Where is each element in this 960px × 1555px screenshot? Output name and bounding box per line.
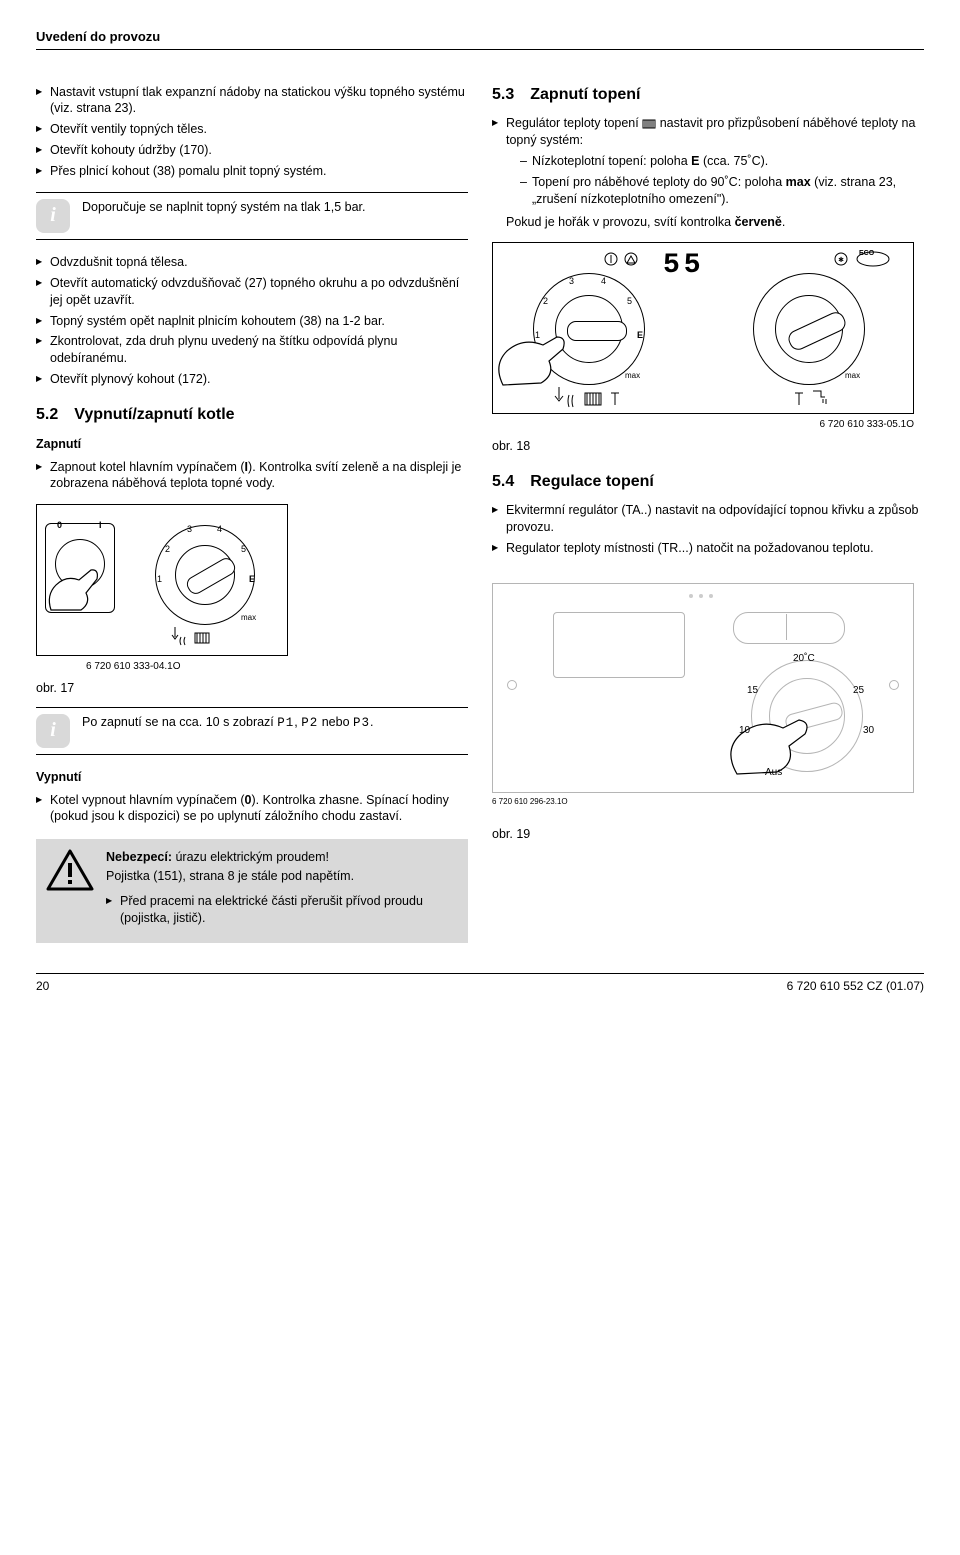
figure-caption: obr. 19 bbox=[492, 826, 924, 843]
section-5-4-heading: 5.4 Regulace topení bbox=[492, 471, 924, 493]
warning-body: Pojistka (151), strana 8 je stále pod na… bbox=[106, 868, 456, 885]
section-number: 5.2 bbox=[36, 406, 58, 423]
switch-0-label: 0 bbox=[57, 519, 62, 531]
right-column: 5.3 Zapnutí topení Regulátor teploty tope… bbox=[492, 84, 924, 943]
bullet: Před pracemi na elektrické části přeruši… bbox=[106, 893, 456, 927]
bullet: Ekvitermní regulátor (TA..) nastavit na … bbox=[492, 502, 924, 536]
warning-box: Nebezpecí: úrazu elektrickým proudem! Po… bbox=[36, 839, 468, 943]
info-text: Po zapnutí se na cca. 10 s zobrazí P1, P… bbox=[82, 714, 374, 732]
hand-icon bbox=[41, 555, 111, 625]
figure-caption: obr. 17 bbox=[36, 680, 468, 697]
tap-icons bbox=[793, 387, 833, 409]
page-number: 20 bbox=[36, 978, 49, 994]
bullet: Otevřít kohouty údržby (170). bbox=[36, 142, 468, 159]
bullet: Zapnout kotel hlavním vypínačem (I). Kon… bbox=[36, 459, 468, 493]
warning-title: Nebezpecí: bbox=[106, 850, 172, 864]
section-title: Zapnutí topení bbox=[530, 86, 640, 103]
display-value: 55 bbox=[663, 247, 705, 285]
section-title: Vypnutí/zapnutí kotle bbox=[74, 406, 234, 423]
bullet: Otevřít plynový kohout (172). bbox=[36, 371, 468, 388]
section-5-2-heading: 5.2 Vypnutí/zapnutí kotle bbox=[36, 404, 468, 426]
warning-icon bbox=[46, 849, 94, 931]
section-number: 5.3 bbox=[492, 86, 514, 103]
figure-caption: obr. 18 bbox=[492, 438, 924, 455]
info-box: i Doporučuje se naplnit topný systém na … bbox=[36, 192, 468, 240]
figure-18: 55 ✱ ECO 1 2 3 4 5 E max bbox=[492, 242, 924, 432]
info-text: Doporučuje se naplnit topný systém na tl… bbox=[82, 199, 366, 216]
section-number: 5.4 bbox=[492, 473, 514, 490]
chapter-title: Uvedení do provozu bbox=[36, 28, 924, 50]
section-title: Regulace topení bbox=[530, 473, 654, 490]
figure-ref: 6 720 610 296-23.1O bbox=[492, 797, 924, 808]
figure-19: 15 20˚C 25 10 30 Aus 6 720 610 296-23.1O bbox=[492, 583, 924, 808]
bullet: Otevřít automatický odvzdušňovač (27) to… bbox=[36, 275, 468, 309]
page-footer: 20 6 720 610 552 CZ (01.07) bbox=[36, 973, 924, 994]
bullet: Regulátor teploty topení nastavit pro př… bbox=[492, 115, 924, 230]
bullet: Topný systém opět naplnit plnicím kohout… bbox=[36, 313, 468, 330]
bullet: Kotel vypnout hlavním vypínačem (0). Kon… bbox=[36, 792, 468, 826]
dash-item: Topení pro náběhové teploty do 90˚C: pol… bbox=[520, 174, 924, 208]
bullet: Nastavit vstupní tlak expanzní nádoby na… bbox=[36, 84, 468, 118]
bullet: Zkontrolovat, zda druh plynu uvedený na … bbox=[36, 333, 468, 367]
figure-17: 0 I 1 2 3 4 5 E max bbox=[36, 504, 468, 674]
bullet: Přes plnicí kohout (38) pomalu plnit top… bbox=[36, 163, 468, 180]
switch-I-label: I bbox=[99, 519, 102, 531]
info-icon: i bbox=[36, 714, 70, 748]
left-column: Nastavit vstupní tlak expanzní nádoby na… bbox=[36, 84, 468, 943]
section-5-3-heading: 5.3 Zapnutí topení bbox=[492, 84, 924, 106]
figure-ref: 6 720 610 333-05.1O bbox=[492, 418, 924, 432]
dash-item: Nízkoteplotní topení: poloha E (cca. 75˚… bbox=[520, 153, 924, 170]
status-icons bbox=[603, 251, 653, 267]
heating-icons bbox=[169, 627, 239, 647]
bullet: Otevřít ventily topných těles. bbox=[36, 121, 468, 138]
radiator-icon bbox=[642, 117, 656, 129]
bullet: Odvzdušnit topná tělesa. bbox=[36, 254, 468, 271]
info-icon: i bbox=[36, 199, 70, 233]
doc-id: 6 720 610 552 CZ (01.07) bbox=[787, 978, 924, 994]
info-box: i Po zapnutí se na cca. 10 s zobrazí P1,… bbox=[36, 707, 468, 755]
figure-ref: 6 720 610 333-04.1O bbox=[86, 660, 468, 674]
bullet: Regulator teploty místnosti (TR...) nato… bbox=[492, 540, 924, 557]
svg-text:✱: ✱ bbox=[838, 256, 844, 264]
heating-icons bbox=[553, 387, 633, 409]
subhead-zapnuti: Zapnutí bbox=[36, 436, 468, 453]
subhead-vypnuti: Vypnutí bbox=[36, 769, 468, 786]
